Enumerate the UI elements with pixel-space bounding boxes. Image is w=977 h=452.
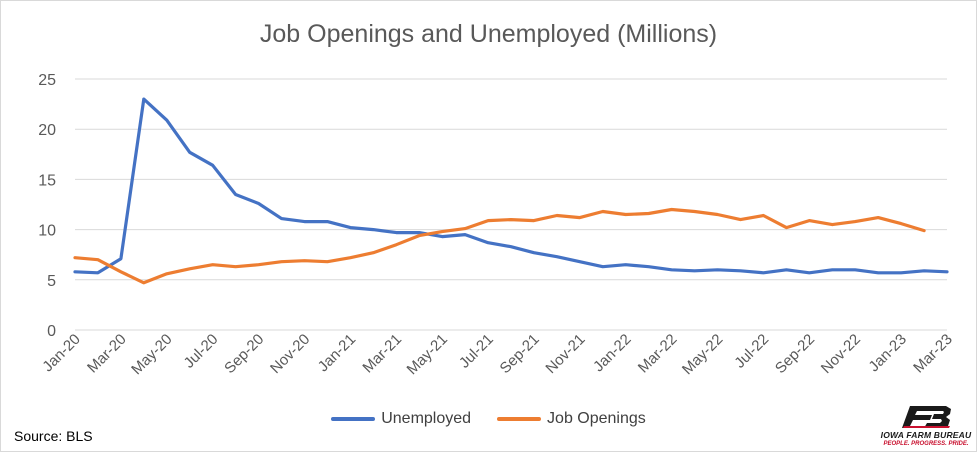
- legend-label-unemployed: Unemployed: [381, 410, 472, 427]
- x-tick-label: Mar-20: [84, 331, 130, 377]
- x-tick-label: Jan-22: [590, 331, 634, 375]
- x-tick-label: Sep-21: [497, 331, 543, 377]
- series-line-unemployed: [73, 97, 949, 275]
- x-tick-label: Sep-20: [221, 331, 267, 377]
- x-tick-label: Mar-23: [910, 331, 956, 377]
- y-tick-label: 0: [47, 323, 56, 340]
- legend-swatch-unemployed: [331, 417, 376, 421]
- y-tick-label: 5: [47, 273, 56, 290]
- x-tick-label: May-21: [404, 331, 451, 378]
- y-axis-ticks: 0 5 10 15 20 25: [38, 72, 56, 340]
- x-tick-label: Nov-20: [267, 331, 313, 377]
- x-tick-label: Jul-20: [181, 331, 222, 372]
- x-tick-label: Mar-21: [359, 331, 405, 377]
- legend-item-unemployed[interactable]: Unemployed: [331, 410, 471, 428]
- x-tick-label: Jan-20: [39, 331, 83, 375]
- y-tick-label: 20: [38, 122, 56, 139]
- logo-text-name: IOWA FARM BUREAU: [880, 430, 972, 440]
- legend-label-job-openings: Job Openings: [547, 410, 646, 427]
- x-tick-label: Jan-23: [865, 331, 909, 375]
- x-tick-label: May-20: [128, 331, 175, 378]
- y-tick-label: 15: [38, 172, 56, 189]
- gridlines: [75, 78, 947, 331]
- source-note: Source: BLS: [14, 428, 93, 444]
- x-tick-label: Jul-22: [731, 331, 772, 372]
- x-tick-label: Sep-22: [772, 331, 818, 377]
- x-tick-label: Nov-21: [542, 331, 588, 377]
- legend: Unemployed Job Openings: [0, 410, 977, 428]
- x-tick-label: Nov-22: [818, 331, 864, 377]
- series-lines: [73, 97, 949, 285]
- iowa-farm-bureau-logo: IOWA FARM BUREAU PEOPLE. PROGRESS. PRIDE…: [880, 404, 972, 450]
- y-tick-label: 10: [38, 223, 56, 240]
- fb-logo-icon: [902, 406, 951, 428]
- legend-swatch-job-openings: [497, 417, 542, 421]
- logo-text-tagline: PEOPLE. PROGRESS. PRIDE.: [883, 441, 969, 447]
- x-tick-label: Jul-21: [456, 331, 497, 372]
- y-tick-label: 25: [38, 72, 56, 89]
- chart-title: Job Openings and Unemployed (Millions): [259, 20, 718, 48]
- series-line-job-openings: [73, 207, 926, 285]
- x-tick-label: Jan-21: [315, 331, 359, 375]
- x-tick-label: May-22: [679, 331, 726, 378]
- legend-item-job-openings[interactable]: Job Openings: [497, 410, 646, 428]
- x-tick-label: Mar-22: [635, 331, 681, 377]
